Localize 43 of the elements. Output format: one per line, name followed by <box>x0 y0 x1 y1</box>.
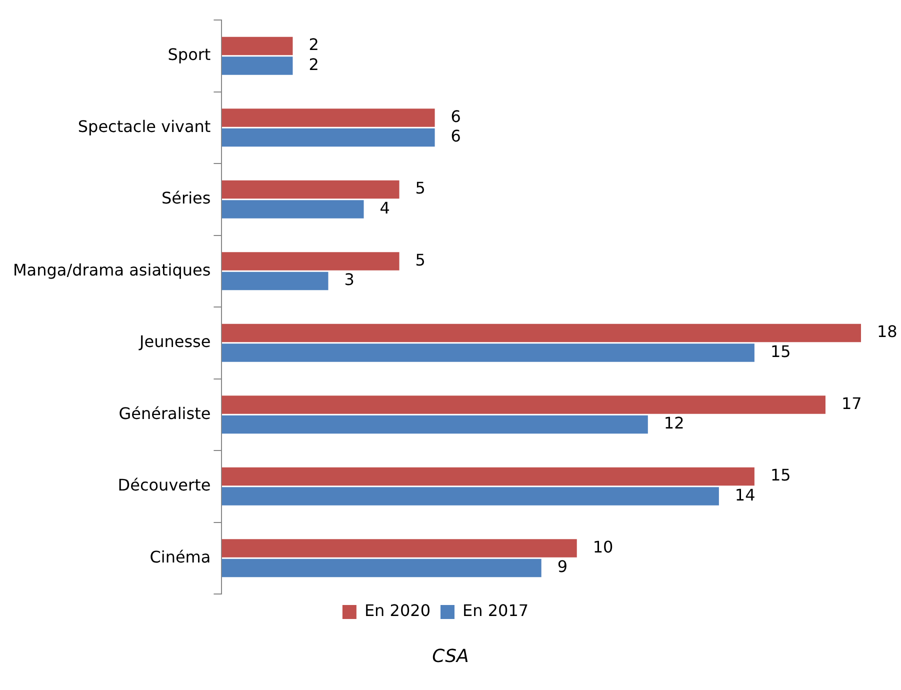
bar <box>222 415 648 434</box>
data-label: 6 <box>450 126 461 146</box>
y-tick-label: Spectacle vivant <box>78 116 211 136</box>
data-label: 2 <box>308 54 319 74</box>
bar <box>222 108 435 127</box>
data-label: 10 <box>592 537 614 556</box>
data-label: 6 <box>450 106 461 126</box>
bar <box>222 56 293 75</box>
y-tick-label: Manga/drama asiatiques <box>13 260 211 280</box>
data-label: 12 <box>664 414 684 433</box>
bar <box>222 467 754 486</box>
y-tick-label: Jeunesse <box>138 332 211 352</box>
data-label: 2 <box>308 35 319 54</box>
bar <box>222 128 435 147</box>
bar <box>222 487 719 506</box>
bar <box>222 36 293 56</box>
y-tick-label: Sport <box>168 45 211 64</box>
y-tick-label: Cinéma <box>150 547 211 566</box>
data-label: 5 <box>415 178 426 198</box>
data-label: 3 <box>344 270 354 290</box>
bar <box>222 558 542 578</box>
y-tick-label: Séries <box>162 188 211 208</box>
data-label: 9 <box>557 557 568 576</box>
text: CSA <box>431 646 470 667</box>
bar <box>222 539 577 558</box>
data-label: 4 <box>380 198 390 218</box>
data-label: 5 <box>415 250 426 270</box>
data-label: 18 <box>877 322 898 342</box>
bar <box>222 200 364 218</box>
legend-label: En 2017 <box>462 601 529 620</box>
y-tick-label: Généraliste <box>118 404 211 423</box>
bar <box>222 396 826 414</box>
legend-label: En 2020 <box>364 601 431 620</box>
data-label: 15 <box>770 466 791 485</box>
data-label: 17 <box>841 394 862 413</box>
data-label: 14 <box>734 485 756 504</box>
bar <box>222 272 328 290</box>
bar <box>222 252 400 270</box>
y-tick-label: Découverte <box>118 476 211 495</box>
bar <box>222 344 754 362</box>
bar <box>222 180 400 199</box>
bar <box>222 324 861 342</box>
data-label: 15 <box>770 342 791 361</box>
